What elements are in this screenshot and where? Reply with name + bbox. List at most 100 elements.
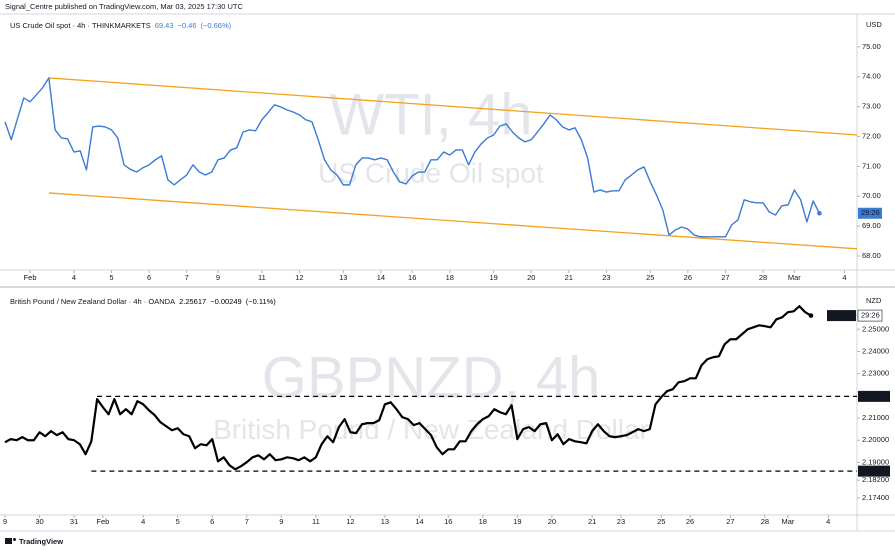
x-tick-label: 9 (3, 517, 7, 526)
legend-title: British Pound / New Zealand Dollar · 4h … (10, 297, 175, 306)
watermark-subtitle: US Crude Oil spot (318, 158, 544, 189)
x-tick-label: 6 (147, 273, 151, 282)
legend-last: 69.43 (155, 21, 174, 30)
x-tick-label: 28 (761, 517, 769, 526)
x-tick-label: 16 (408, 273, 416, 282)
legend-change-pct: (−0.11%) (246, 297, 277, 306)
x-tick-label: 27 (721, 273, 729, 282)
x-tick-label: 23 (602, 273, 610, 282)
x-tick-label: 28 (759, 273, 767, 282)
x-tick-label: 5 (109, 273, 113, 282)
x-tick-label: 19 (489, 273, 497, 282)
countdown: 29:26 (861, 208, 880, 217)
x-tick-label: 18 (479, 517, 487, 526)
level-label-box (858, 465, 890, 477)
x-tick-label: 14 (415, 517, 423, 526)
x-tick-label: 12 (346, 517, 354, 526)
countdown-box (857, 309, 883, 322)
x-tick-label: 26 (684, 273, 692, 282)
countdown: 29:26 (861, 311, 880, 320)
x-tick-label: 9 (279, 517, 283, 526)
x-tick-label: 12 (295, 273, 303, 282)
x-tick-label: 27 (726, 517, 734, 526)
y-tick-label: 2.24000 (862, 346, 889, 355)
x-tick-label: 25 (646, 273, 654, 282)
y-tick-label: 73.00 (862, 102, 881, 111)
trend-channel-line (48, 192, 858, 250)
last-price-dot (808, 313, 814, 318)
y-tick-label: 74.00 (862, 72, 881, 81)
y-tick-label: 2.23000 (862, 369, 889, 378)
x-tick-label: 5 (176, 517, 180, 526)
symbol-tag-box (827, 310, 856, 322)
x-tick-label: 26 (686, 517, 694, 526)
y-tick-label: 70.00 (862, 191, 881, 200)
legend-change-pct: (−0.66%) (201, 21, 232, 30)
legend-change: −0.46 (178, 21, 197, 30)
x-tick-label: Mar (781, 517, 794, 526)
symbol-tag: GBPNZD (829, 312, 857, 319)
x-tick-label: 21 (565, 273, 573, 282)
watermark-subtitle: British Pound / New Zealand Dollar (213, 414, 649, 445)
y-tick-label: 2.19000 (862, 457, 889, 466)
y-tick-label: 2.20000 (862, 435, 889, 444)
watermark: GBPNZD, 4h (262, 346, 600, 411)
x-tick-label: 21 (588, 517, 596, 526)
x-tick-label: 31 (70, 517, 78, 526)
y-tick-label: 75.00 (862, 42, 881, 51)
level-label: 2.21976 (861, 391, 888, 400)
x-tick-label: 20 (527, 273, 535, 282)
x-tick-label: Feb (24, 273, 37, 282)
price-unit: NZD (866, 296, 882, 305)
level-label: 2.18607 (861, 466, 888, 475)
x-tick-label: 13 (339, 273, 347, 282)
publish-header: Signal_Centre published on TradingView.c… (5, 2, 244, 11)
y-tick-label: 68.00 (862, 251, 881, 260)
x-tick-label: 19 (513, 517, 521, 526)
x-tick-label: 13 (381, 517, 389, 526)
x-tick-label: 23 (617, 517, 625, 526)
x-tick-label: 4 (826, 517, 830, 526)
x-tick-label: Feb (96, 517, 109, 526)
countdown-box (858, 207, 882, 219)
legend: US Crude Oil spot · 4h · THINKMARKETS 69.… (10, 21, 232, 30)
brand-name: TradingView (19, 537, 63, 546)
x-tick-label: 7 (185, 273, 189, 282)
x-tick-label: 18 (446, 273, 454, 282)
x-tick-label: 7 (245, 517, 249, 526)
x-tick-label: 11 (312, 517, 320, 526)
x-tick-label: 4 (141, 517, 145, 526)
legend-last: 2.25617 (179, 297, 206, 306)
logo-dot (13, 538, 16, 541)
y-tick-label: 2.17400 (862, 493, 889, 502)
x-tick-label: 6 (210, 517, 214, 526)
level-label-box (858, 390, 890, 402)
y-tick-label: 2.18200 (862, 475, 889, 484)
x-tick-label: 11 (258, 273, 266, 282)
x-tick-label: 4 (842, 273, 846, 282)
x-tick-label: 16 (444, 517, 452, 526)
watermark: WTI, 4h (329, 82, 532, 147)
x-tick-label: 25 (657, 517, 665, 526)
x-tick-label: 9 (216, 273, 220, 282)
x-tick-label: 30 (35, 517, 43, 526)
x-tick-label: 4 (72, 273, 76, 282)
y-tick-label: 69.00 (862, 221, 881, 230)
logo-mark (5, 538, 12, 544)
y-tick-label: 72.00 (862, 131, 881, 140)
price-line (4, 77, 821, 238)
legend: British Pound / New Zealand Dollar · 4h … (10, 297, 276, 306)
legend-change: −0.00249 (210, 297, 242, 306)
x-tick-label: 20 (548, 517, 556, 526)
x-tick-label: Mar (788, 273, 801, 282)
price-line (4, 305, 812, 471)
y-tick-label: 71.00 (862, 161, 881, 170)
y-tick-label: 2.21000 (862, 413, 889, 422)
brand-logo (5, 538, 16, 544)
legend-title: US Crude Oil spot · 4h · THINKMARKETS (10, 21, 151, 30)
x-tick-label: 14 (377, 273, 385, 282)
price-unit: USD (866, 20, 882, 29)
trend-channel-line (48, 77, 858, 136)
